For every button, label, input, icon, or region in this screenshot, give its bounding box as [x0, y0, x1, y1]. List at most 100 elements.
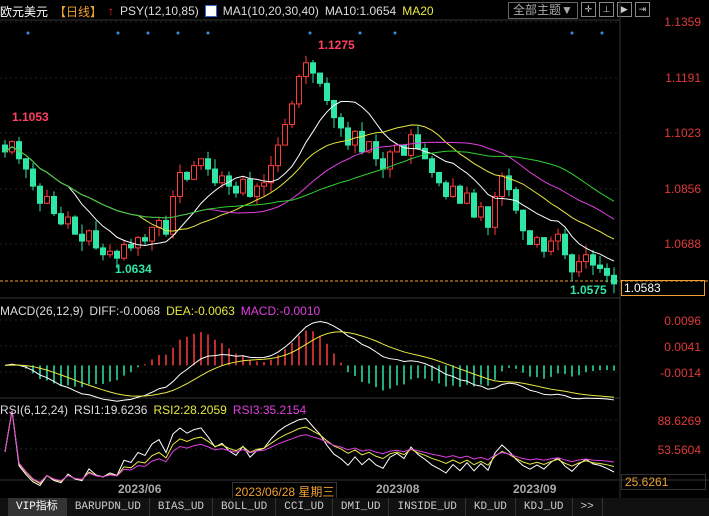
candle	[485, 206, 491, 228]
indicator-tabs: VIP指标 BARUPDN_UD BIAS_UD BOLL_UD CCI_UD …	[0, 498, 709, 516]
candle	[240, 178, 246, 194]
candle	[611, 274, 617, 285]
play-icon[interactable]: ▶	[616, 2, 632, 17]
tab-boll[interactable]: BOLL_UD	[213, 498, 277, 516]
signal-dot	[308, 31, 312, 35]
candle	[170, 195, 176, 235]
macd-title: MACD(26,12,9)	[0, 304, 84, 318]
tab-cci[interactable]: CCI_UD	[276, 498, 333, 516]
signal-dot	[600, 31, 604, 35]
psy-label[interactable]: PSY(12,10,85)	[120, 4, 199, 18]
ma30-line	[4, 141, 615, 220]
candle	[506, 175, 512, 191]
ma-label[interactable]: MA1(10,20,30,40)	[222, 4, 319, 18]
candle	[184, 171, 190, 180]
candle	[149, 226, 155, 242]
candle	[261, 182, 267, 187]
candle	[436, 171, 442, 184]
candle	[107, 250, 113, 256]
symbol-name: 欧元美元	[0, 4, 49, 19]
candle	[65, 216, 71, 225]
candle	[93, 230, 99, 249]
ma40-line	[4, 146, 615, 219]
candle	[576, 261, 582, 273]
signal-dot	[206, 31, 210, 35]
candle	[268, 165, 274, 184]
chart-canvas[interactable]	[0, 0, 709, 498]
candle	[359, 130, 365, 153]
candle	[380, 158, 386, 170]
tab-barupdn[interactable]: BARUPDN_UD	[67, 498, 150, 516]
candle	[30, 168, 36, 187]
signal-dot	[146, 31, 150, 35]
exit-icon[interactable]: ⇥	[634, 2, 650, 17]
tab-kd[interactable]: KD_UD	[466, 498, 516, 516]
macd-dea-line	[4, 331, 615, 398]
candle	[282, 123, 288, 146]
last-low-label: 1.0575	[570, 283, 607, 297]
candle	[548, 240, 554, 252]
candle	[443, 182, 449, 197]
candle	[51, 195, 57, 215]
rsi-tick: 88.6269	[657, 414, 701, 428]
candle	[464, 192, 470, 204]
candle	[590, 254, 596, 266]
chart-icon	[204, 5, 217, 17]
candle	[72, 216, 78, 235]
candle	[422, 147, 428, 160]
theme-dropdown[interactable]: 全部主题▼	[508, 2, 578, 19]
price-tick: 1.1359	[664, 15, 701, 29]
candle	[198, 158, 204, 167]
macd-tick: -0.0014	[660, 366, 701, 380]
date-label: 2023/06	[118, 482, 162, 496]
candle	[135, 237, 141, 249]
candle	[555, 233, 561, 242]
candle	[37, 185, 43, 204]
tabs-more-button[interactable]: >>	[573, 498, 603, 516]
tab-bias[interactable]: BIAS_UD	[150, 498, 214, 516]
candle	[303, 62, 309, 78]
tab-inside[interactable]: INSIDE_UD	[389, 498, 466, 516]
price-tick: 1.1023	[664, 126, 701, 140]
candle	[604, 267, 610, 276]
macd-diff-line	[4, 321, 615, 402]
crosshair-icon[interactable]: ✛	[580, 2, 596, 17]
candle	[492, 195, 498, 228]
candle	[408, 134, 414, 156]
candle	[373, 141, 379, 160]
tab-vip[interactable]: VIP指标	[8, 498, 67, 516]
date-label: 2023/08	[376, 482, 420, 496]
low-label: 1.0634	[115, 262, 152, 276]
zoom-icon[interactable]: ⊥	[598, 2, 614, 17]
candle	[212, 168, 218, 184]
candle	[569, 254, 575, 273]
period-label[interactable]: 【日线】	[54, 4, 103, 19]
candle	[597, 264, 603, 269]
signal-dot	[26, 31, 30, 35]
signal-dot	[176, 31, 180, 35]
candle	[254, 185, 260, 197]
candle	[478, 206, 484, 218]
candle	[23, 158, 29, 170]
price-tick: 1.0688	[664, 237, 701, 251]
chart-header: 欧元美元 【日线】 ↑ PSY(12,10,85) MA1(10,20,30,4…	[0, 3, 434, 19]
date-label: 2023/09	[513, 482, 557, 496]
candle	[142, 237, 148, 242]
macd-tick: 0.0041	[664, 340, 701, 354]
candle	[79, 233, 85, 242]
signal-dot	[358, 31, 362, 35]
tab-dmi[interactable]: DMI_UD	[333, 498, 390, 516]
ma10-line	[4, 101, 615, 262]
candle	[100, 247, 106, 256]
tab-kdj[interactable]: KDJ_UD	[516, 498, 573, 516]
candle	[415, 134, 421, 149]
candle	[345, 127, 351, 146]
candle	[338, 117, 344, 129]
candle	[457, 185, 463, 204]
rsi2-value: RSI2:28.2059	[153, 403, 227, 417]
signal-dot	[570, 31, 574, 35]
candle	[471, 192, 477, 218]
candle	[317, 72, 323, 84]
candle	[233, 185, 239, 194]
candle	[387, 151, 393, 170]
